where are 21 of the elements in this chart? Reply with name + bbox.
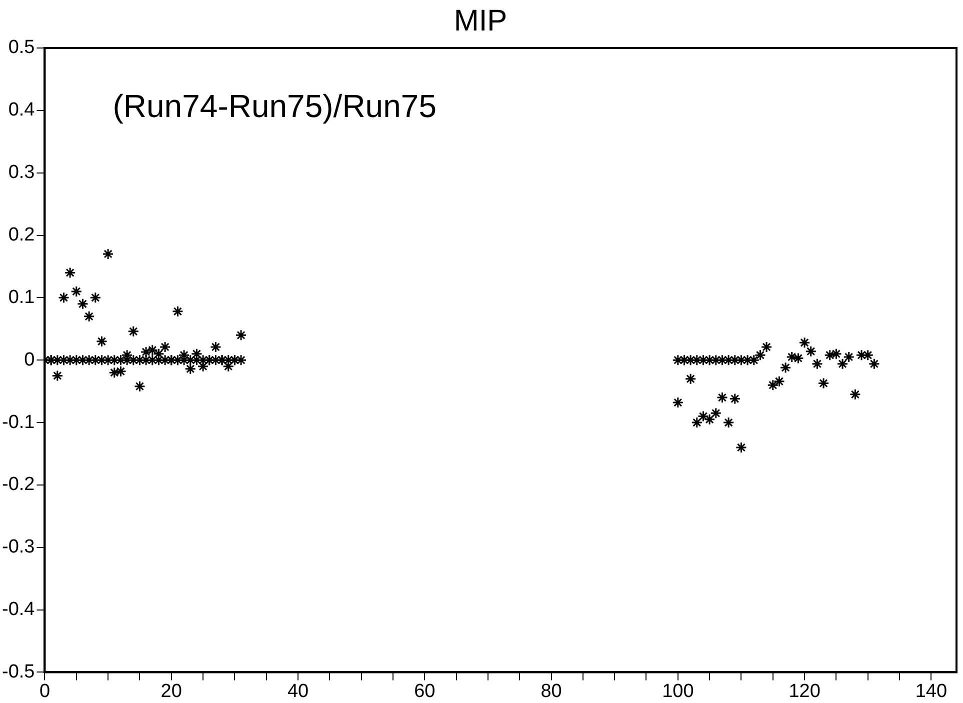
- x-tick-label: 120: [788, 680, 820, 702]
- annotation: (Run74-Run75)/Run75: [112, 88, 436, 124]
- chart-title: MIP: [454, 4, 508, 38]
- x-tick-label: 60: [414, 680, 436, 702]
- x-tick-label: 0: [39, 680, 50, 702]
- y-tick-label: -0.5: [2, 661, 35, 682]
- x-tick-label: 40: [287, 680, 309, 702]
- y-tick-label: 0: [24, 349, 35, 370]
- y-tick-label: -0.1: [2, 412, 35, 433]
- y-tick-label: 0.3: [8, 162, 35, 184]
- y-tick-label: -0.4: [2, 599, 36, 620]
- y-tick-label: -0.3: [2, 536, 35, 558]
- x-tick-label: 140: [915, 680, 948, 702]
- x-tick-label: 20: [160, 680, 182, 702]
- y-tick-label: 0.4: [8, 100, 36, 121]
- x-tick-label: 80: [540, 680, 562, 702]
- y-tick-label: 0.5: [8, 37, 35, 58]
- x-tick-label: 100: [662, 680, 694, 702]
- y-tick-label: -0.2: [2, 474, 35, 496]
- y-tick-label: 0.2: [8, 224, 35, 246]
- y-tick-label: 0.1: [8, 286, 35, 308]
